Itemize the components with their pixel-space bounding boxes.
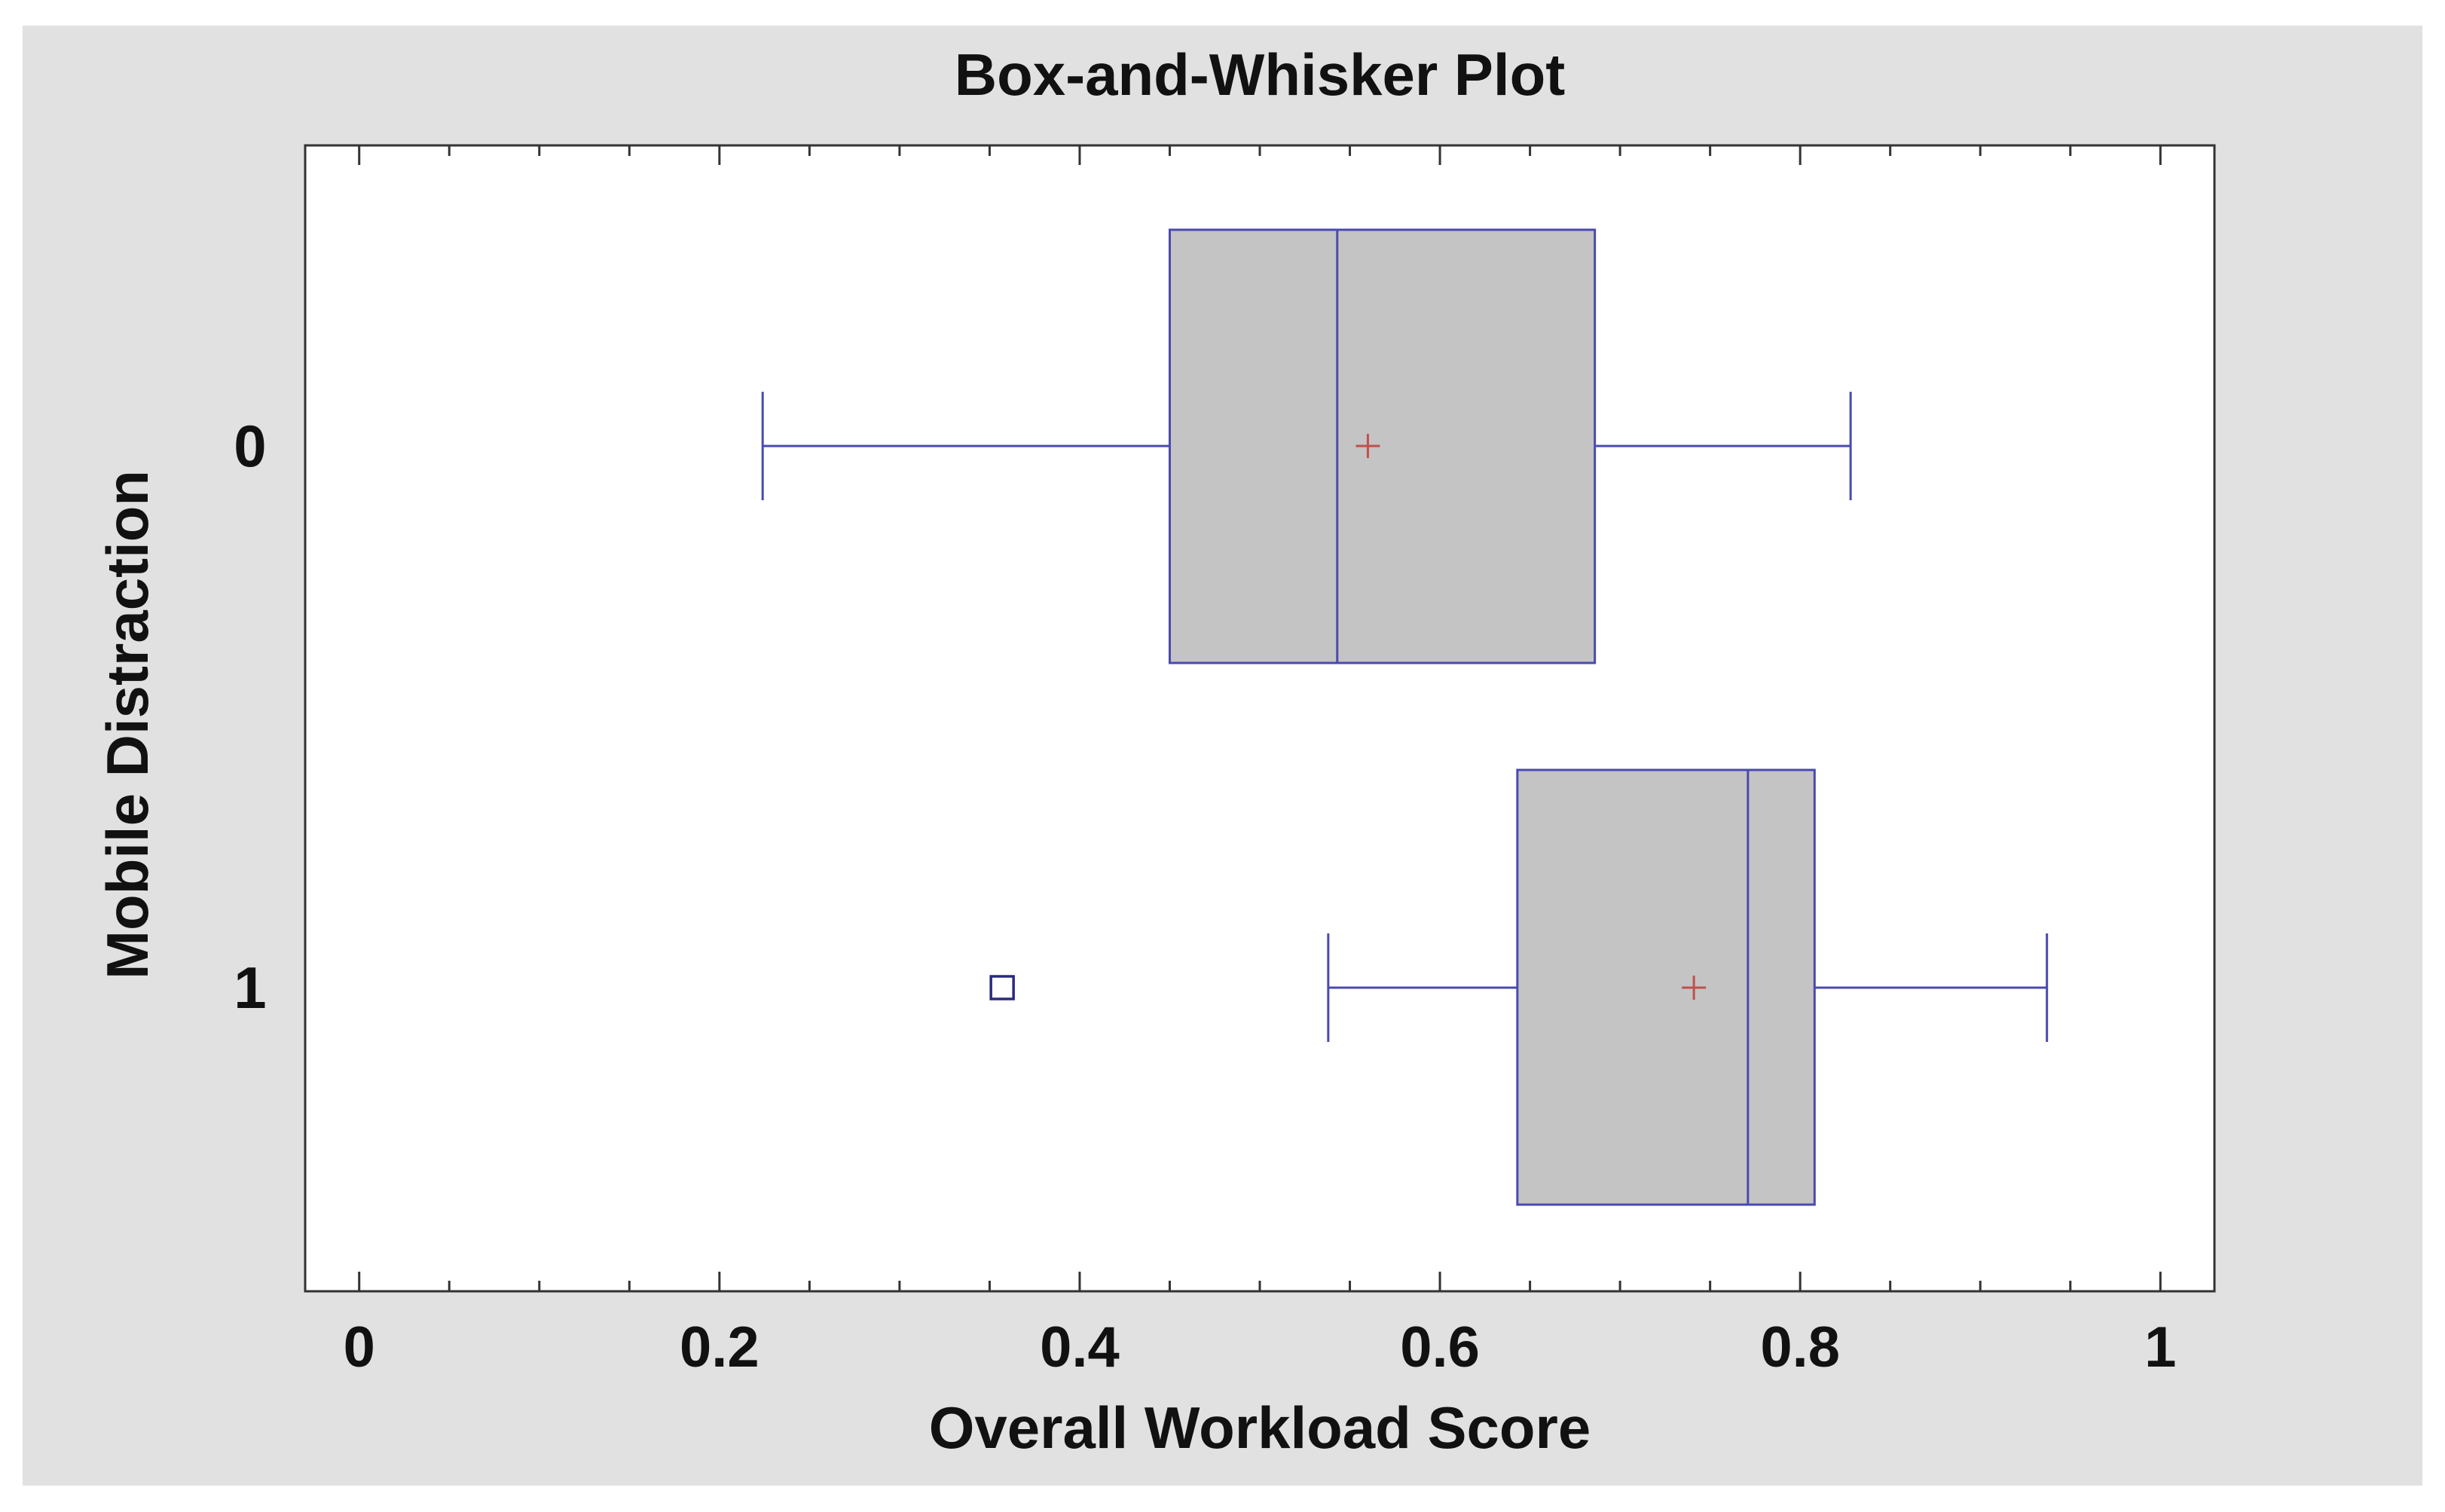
box-group-1: 1 [234, 768, 2049, 1206]
mean-marker [1355, 434, 1380, 458]
x-tick-label: 0 [344, 1315, 375, 1379]
mean-marker [1682, 976, 1707, 1000]
axis-ticks: 0 0.2 0.4 0.6 0.8 1 [344, 145, 2176, 1379]
x-tick-label: 0.6 [1400, 1315, 1480, 1379]
y-category-label: 1 [234, 955, 266, 1021]
x-tick-label: 1 [2144, 1315, 2176, 1379]
x-axis-label: Overall Workload Score [929, 1394, 1591, 1461]
chart-title: Box-and-Whisker Plot [955, 41, 1565, 108]
outlier-point [989, 975, 1015, 1000]
box-series: 01 [234, 228, 2049, 1206]
y-axis-label: Mobile Distraction [94, 470, 160, 979]
x-tick-label: 0.2 [680, 1315, 759, 1379]
y-category-label: 0 [234, 413, 266, 479]
x-tick-label: 0.4 [1040, 1315, 1120, 1379]
x-tick-label: 0.8 [1760, 1315, 1840, 1379]
iqr-box [1168, 228, 1597, 664]
box-group-0: 0 [234, 228, 1852, 664]
iqr-box [1516, 768, 1816, 1206]
